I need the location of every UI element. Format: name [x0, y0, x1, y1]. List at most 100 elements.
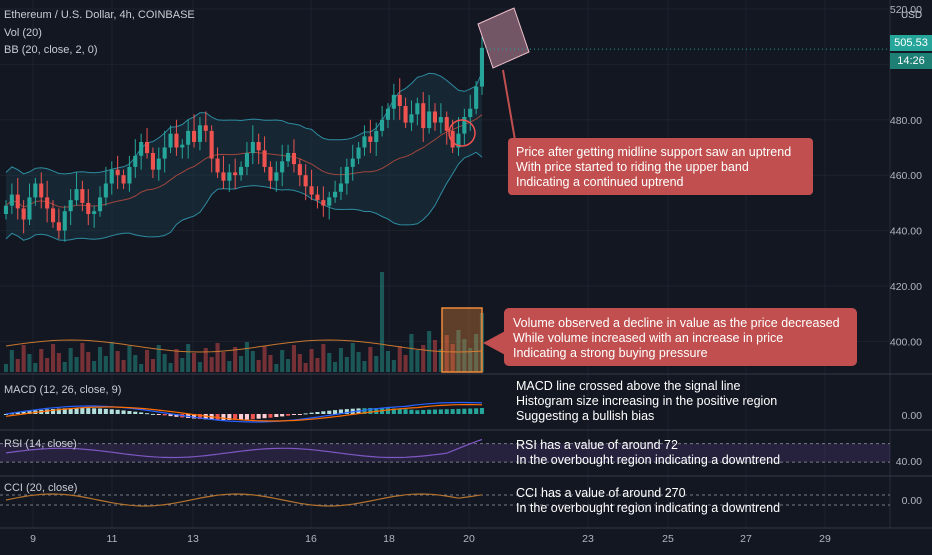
candle-body — [56, 222, 61, 231]
cci-annotation-line: In the overbought region indicating a do… — [516, 501, 781, 515]
volume-bar — [98, 347, 103, 372]
cci-line — [5, 493, 483, 507]
volume-bar — [356, 352, 361, 372]
macd-histogram-bar — [121, 410, 126, 414]
macd-histogram-bar — [115, 409, 120, 414]
macd-histogram-bar — [56, 408, 61, 414]
macd-histogram-bar — [98, 408, 103, 414]
candle-body — [403, 106, 408, 123]
price-axis-tick-label: 520.00 — [890, 4, 922, 16]
volume-bar — [15, 359, 20, 372]
candle-body — [92, 211, 97, 214]
volume-bar — [168, 363, 173, 372]
volume-bar — [56, 353, 61, 372]
time-axis-tick-label: 16 — [305, 533, 317, 545]
volume-callout-pointer — [483, 329, 509, 357]
bollinger-indicator-label[interactable]: BB (20, close, 2, 0) — [4, 44, 98, 56]
volume-bar — [474, 334, 479, 372]
price-axis-tick-label: 440.00 — [890, 226, 922, 238]
macd-histogram-bar — [92, 408, 97, 414]
macd-histogram-bar — [168, 414, 173, 417]
candle-body — [432, 111, 437, 123]
volume-bar — [385, 351, 390, 372]
volume-bar — [186, 344, 191, 372]
macd-histogram-bar — [456, 408, 461, 414]
candle-body — [127, 166, 132, 184]
time-axis-tick-label: 29 — [819, 533, 831, 545]
cci-annotation: CCI has a value of around 270 In the ove… — [516, 486, 780, 516]
candle-body — [21, 208, 26, 220]
macd-histogram-bar — [21, 411, 26, 414]
candle-body — [362, 136, 367, 148]
candle-body — [462, 117, 467, 134]
volume-bar — [121, 360, 126, 372]
candle-body — [385, 108, 390, 120]
macd-histogram-bar — [338, 409, 343, 414]
candle-body — [74, 189, 79, 201]
candle-body — [421, 103, 426, 129]
macd-histogram-bar — [192, 414, 197, 419]
macd-histogram-bar — [362, 408, 367, 414]
macd-histogram-bar — [156, 414, 161, 415]
macd-histogram-bar — [432, 409, 437, 414]
candle-body — [139, 142, 144, 156]
macd-histogram-bar — [203, 414, 208, 420]
candle-body — [356, 147, 361, 159]
macd-histogram-bar — [262, 414, 267, 419]
volume-bar — [374, 356, 379, 372]
volume-bar — [21, 345, 26, 372]
volume-bar — [103, 356, 108, 372]
macd-histogram-bar — [421, 410, 426, 414]
candle-body — [474, 86, 479, 109]
candle-body — [186, 130, 191, 145]
macd-panel-title[interactable]: MACD (12, 26, close, 9) — [4, 384, 122, 396]
candle-body — [221, 172, 226, 181]
macd-histogram-bar — [74, 408, 79, 414]
macd-histogram-bar — [51, 409, 56, 414]
candle-body — [468, 108, 473, 117]
volume-bar — [468, 348, 473, 372]
macd-histogram-bar — [303, 413, 308, 415]
candle-body — [244, 153, 249, 167]
macd-histogram-bar — [109, 409, 114, 414]
candle-body — [145, 142, 150, 154]
candle-body — [109, 169, 114, 184]
rsi-panel-title[interactable]: RSI (14, close) — [4, 438, 77, 450]
macd-histogram-bar — [462, 408, 467, 414]
rsi-annotation-line: In the overbought region indicating a do… — [516, 453, 781, 467]
candle-body — [333, 191, 338, 198]
volume-bar — [39, 349, 44, 372]
macd-histogram-bar — [86, 408, 91, 414]
macd-annotation: MACD line crossed above the signal line … — [516, 379, 777, 424]
candle-body — [215, 158, 220, 173]
volume-bar — [432, 340, 437, 372]
candle-body — [397, 94, 402, 106]
cci-panel-title[interactable]: CCI (20, close) — [4, 482, 78, 494]
price-axis-tick-label: 480.00 — [890, 115, 922, 127]
candle-body — [121, 175, 126, 184]
volume-bar — [180, 358, 185, 372]
volume-indicator-label[interactable]: Vol (20) — [4, 27, 42, 39]
price-axis-background — [890, 0, 932, 550]
volume-bar — [274, 364, 279, 372]
volume-bar — [92, 361, 97, 372]
macd-histogram-bar — [274, 414, 279, 417]
macd-histogram-bar — [479, 408, 484, 414]
candle-body — [280, 161, 285, 173]
volume-bar — [444, 335, 449, 372]
volume-bar — [256, 360, 261, 372]
price-axis-tick-label: 460.00 — [890, 170, 922, 182]
cci-axis-tick-label: 0.00 — [902, 495, 923, 507]
volume-bar — [27, 354, 32, 372]
time-axis-tick-label: 13 — [187, 533, 199, 545]
volume-bar — [268, 355, 273, 372]
macd-histogram-bar — [315, 412, 320, 414]
volume-bar — [438, 349, 443, 372]
volume-bar — [215, 343, 220, 372]
volume-bar — [462, 339, 467, 372]
candle-body — [39, 183, 44, 198]
candle-body — [409, 114, 414, 123]
candle-body — [3, 205, 8, 214]
